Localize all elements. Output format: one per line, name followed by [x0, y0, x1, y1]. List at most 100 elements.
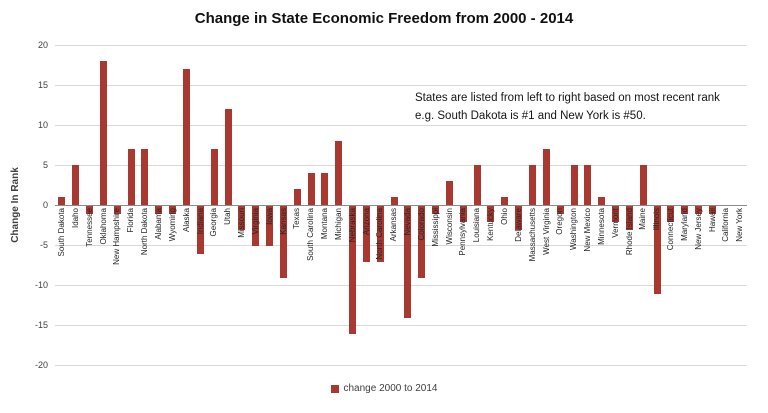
x-axis-label-slot: Ohio	[498, 208, 512, 225]
x-axis-label: Pennsylvania	[458, 208, 468, 256]
bar-wyoming	[169, 206, 177, 214]
bar-washington	[570, 165, 578, 205]
x-axis-label: Montana	[320, 208, 330, 240]
x-axis-label-slot: Nebraska	[346, 208, 360, 242]
bar-minnesota	[598, 197, 606, 205]
x-axis-label: Maine	[638, 208, 648, 230]
bar-south-dakota	[58, 197, 66, 205]
bar-west-virginia	[542, 149, 550, 205]
bar-massachusetts	[528, 165, 536, 205]
x-axis-label-slot: Virginia	[249, 208, 263, 235]
x-axis-label-slot: New York	[733, 208, 747, 242]
x-axis-label-slot: Kansas	[276, 208, 290, 235]
bar-iowa	[266, 206, 274, 246]
bar-kentucky	[487, 206, 495, 222]
x-axis-label-slot: Missouri	[235, 208, 249, 238]
gridline	[55, 125, 747, 126]
bar-utah	[224, 109, 232, 205]
x-axis-label: Arkansas	[389, 208, 399, 242]
annotation-line-1: States are listed from left to right bas…	[415, 92, 720, 104]
x-axis-label: Oklahoma	[98, 208, 108, 245]
x-axis-label: Virginia	[250, 208, 260, 235]
gridline	[55, 325, 747, 326]
y-tick-label: -15	[34, 320, 48, 330]
x-axis-label: Louisiana	[472, 208, 482, 243]
bar-delaware	[515, 206, 523, 230]
legend-swatch-icon	[330, 384, 339, 393]
x-axis-label: Tennessee	[84, 208, 94, 247]
bar-illinois	[653, 206, 661, 294]
x-axis-label-slot: Maryland	[678, 208, 692, 241]
x-axis-label-slot: Washington	[567, 208, 581, 250]
x-axis-label-slot: Idaho	[69, 208, 83, 228]
bar-florida	[127, 149, 135, 205]
x-axis-label: Rhode Island	[624, 208, 634, 256]
x-axis-label: New York	[735, 208, 745, 242]
x-axis-label: West Virginia	[541, 208, 551, 255]
x-axis-label: Maryland	[679, 208, 689, 241]
y-tick-label: 15	[37, 80, 48, 90]
x-axis-label: Alabama	[153, 208, 163, 240]
x-axis-label: Kansas	[278, 208, 288, 235]
x-axis-label-slot: Vermont	[609, 208, 623, 238]
x-axis-label: Utah	[223, 208, 233, 225]
x-axis-label: Colorado	[416, 208, 426, 241]
plot-area: South Dakota Idaho Tennessee Oklahoma New Ha…	[55, 45, 747, 366]
chart-annotation: States are listed from left to right bas…	[415, 90, 720, 126]
x-axis-label-slot: Michigan	[332, 208, 346, 240]
x-axis-label-slot: Kentucky	[484, 208, 498, 241]
x-axis-label-slot: New Jersey	[692, 208, 706, 250]
y-tick-label: -5	[39, 240, 48, 250]
bar-arkansas	[390, 197, 398, 205]
bar-new-mexico	[584, 165, 592, 205]
x-axis-label: North Carolina	[375, 208, 385, 260]
bar-nevada	[404, 206, 412, 318]
x-axis-label: Georgia	[209, 208, 219, 237]
x-axis-label: Wisconsin	[444, 208, 454, 245]
x-axis-label-slot: Arizona	[359, 208, 373, 235]
bar-tennessee	[86, 206, 94, 214]
x-axis-label: California	[721, 208, 731, 242]
x-axis-label-slot: Delaware	[512, 208, 526, 242]
bar-colorado	[418, 206, 426, 278]
x-axis-label: New Jersey	[693, 208, 703, 250]
bar-missouri	[238, 206, 246, 230]
bar-ohio	[501, 197, 509, 205]
x-axis-label-slot: Hawaii	[705, 208, 719, 232]
x-axis-label-slot: South Dakota	[55, 208, 69, 256]
x-axis-label-slot: Montana	[318, 208, 332, 239]
bar-maine	[639, 165, 647, 205]
x-axis-label: Idaho	[70, 208, 80, 229]
x-axis-label-slot: Pennsylvania	[456, 208, 470, 256]
x-axis-label-slot: New Hampshire	[110, 208, 124, 265]
bar-pennsylvania	[459, 206, 467, 222]
x-axis-label: Nevada	[403, 208, 413, 236]
bar-alaska	[182, 69, 190, 205]
bar-north-carolina	[376, 206, 384, 262]
y-tick-label: 10	[37, 120, 48, 130]
annotation-line-2: e.g. South Dakota is #1 and New York is …	[415, 109, 646, 122]
x-axis-label: Texas	[292, 208, 302, 229]
y-tick-label: 20	[37, 40, 48, 50]
bar-rhode-island	[625, 206, 633, 230]
x-axis-label-slot: Minnesota	[595, 208, 609, 245]
x-axis-label-slot: Oregon	[553, 208, 567, 235]
x-axis-label: New Hampshire	[112, 208, 122, 265]
legend-label: change 2000 to 2014	[343, 383, 438, 394]
x-axis-label-slot: Texas	[290, 208, 304, 229]
y-tick-label: 0	[42, 200, 48, 210]
x-axis-label: Oregon	[555, 208, 565, 235]
bar-virginia	[252, 206, 260, 246]
x-axis-label: Nebraska	[347, 208, 357, 243]
bar-oregon	[556, 206, 564, 214]
x-axis-label: Washington	[569, 208, 579, 250]
bar-south-carolina	[307, 173, 315, 205]
x-axis-label: Arizona	[361, 208, 371, 236]
x-axis-label-slot: Mississippi	[429, 208, 443, 247]
bar-vermont	[612, 206, 620, 222]
bar-oklahoma	[99, 61, 107, 205]
x-axis-label-slot: Iowa	[263, 208, 277, 225]
bar-north-dakota	[141, 149, 149, 205]
bar-alabama	[155, 206, 163, 214]
bar-connecticut	[667, 206, 675, 222]
